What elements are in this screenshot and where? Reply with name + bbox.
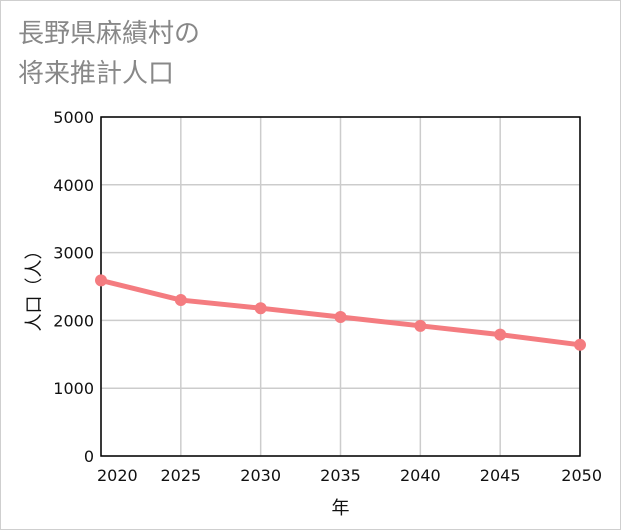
x-tick-label: 2035 xyxy=(320,466,361,485)
x-axis-title: 年 xyxy=(332,498,350,519)
data-point xyxy=(574,338,586,351)
chart-title: 長野県麻績村の 将来推計人口 xyxy=(18,14,200,94)
plot-area-border xyxy=(100,116,581,457)
data-point xyxy=(174,294,187,307)
data-point xyxy=(414,319,427,332)
y-axis-title: 人口（人） xyxy=(24,242,45,332)
series-layer xyxy=(95,274,586,351)
y-tick-label: 4000 xyxy=(53,176,94,195)
x-tick-label: 2045 xyxy=(480,466,521,485)
x-tick-label: 2030 xyxy=(240,466,281,485)
grid-lines xyxy=(100,116,581,457)
x-tick-label: 2020 xyxy=(97,466,138,485)
chart-title-line-2: 将来推計人口 xyxy=(18,59,175,89)
x-tick-label: 2040 xyxy=(400,466,441,485)
y-tick-label: 3000 xyxy=(53,244,94,263)
y-tick-label: 1000 xyxy=(53,379,94,398)
x-tick-label: 2025 xyxy=(160,466,201,485)
data-point xyxy=(494,328,507,341)
data-point xyxy=(95,274,107,287)
chart-title-line-1: 長野県麻績村の xyxy=(18,19,201,49)
x-tick-labels: 2020 2025 2030 2035 2040 2045 2050 xyxy=(97,466,602,485)
data-point xyxy=(254,302,267,315)
data-point xyxy=(334,311,347,324)
y-tick-label: 0 xyxy=(84,447,94,466)
y-tick-label: 2000 xyxy=(53,311,94,330)
y-tick-labels: 0 1000 2000 3000 4000 5000 xyxy=(53,108,94,466)
x-tick-label: 2050 xyxy=(561,466,602,485)
y-tick-label: 5000 xyxy=(53,108,94,127)
